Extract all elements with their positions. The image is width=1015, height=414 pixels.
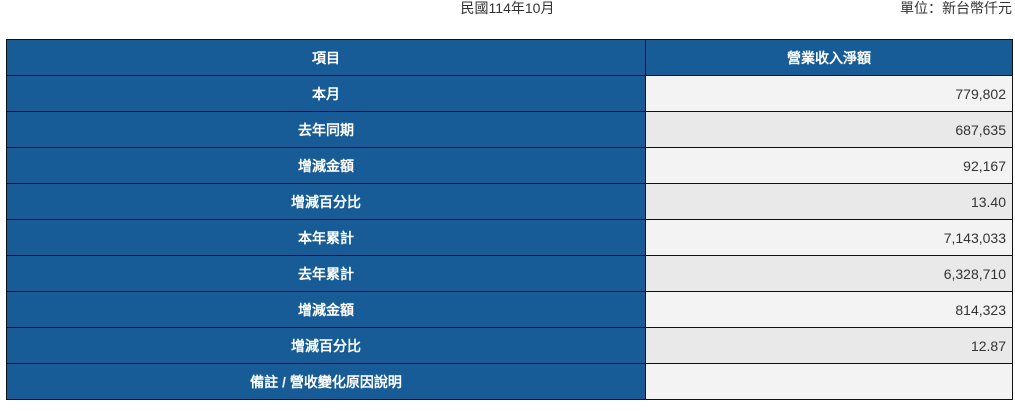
row-label: 增減金額 bbox=[6, 291, 646, 328]
table-row: 增減金額 92,167 bbox=[6, 147, 1013, 184]
table-row: 增減百分比 12.87 bbox=[6, 327, 1013, 364]
currency-unit: 單位：新台幣仟元 bbox=[900, 0, 1012, 16]
row-label: 增減百分比 bbox=[6, 183, 646, 220]
table-row: 去年累計 6,328,710 bbox=[6, 255, 1013, 292]
table-row: 本月 779,802 bbox=[6, 75, 1013, 112]
report-period: 民國114年10月 bbox=[460, 0, 555, 16]
table-header-row: 項目 營業收入淨額 bbox=[6, 39, 1013, 76]
column-header-net-revenue: 營業收入淨額 bbox=[645, 39, 1013, 76]
column-header-item: 項目 bbox=[6, 39, 646, 76]
row-label: 去年同期 bbox=[6, 111, 646, 148]
table-row: 增減金額 814,323 bbox=[6, 291, 1013, 328]
row-label: 增減金額 bbox=[6, 147, 646, 184]
row-label: 本年累計 bbox=[6, 219, 646, 256]
revenue-table: 項目 營業收入淨額 本月 779,802 去年同期 687,635 增減金額 92,167… bbox=[6, 39, 1013, 400]
row-value: 7,143,033 bbox=[645, 219, 1013, 256]
row-label: 增減百分比 bbox=[6, 327, 646, 364]
row-label: 備註 / 營收變化原因說明 bbox=[6, 363, 646, 400]
row-value: 13.40 bbox=[645, 183, 1013, 220]
table-row: 備註 / 營收變化原因說明 bbox=[6, 363, 1013, 400]
row-value: 779,802 bbox=[645, 75, 1013, 112]
row-value: 6,328,710 bbox=[645, 255, 1013, 292]
row-value: 814,323 bbox=[645, 291, 1013, 328]
row-label: 去年累計 bbox=[6, 255, 646, 292]
row-value: 92,167 bbox=[645, 147, 1013, 184]
row-value bbox=[645, 363, 1013, 400]
table-row: 增減百分比 13.40 bbox=[6, 183, 1013, 220]
table-row: 本年累計 7,143,033 bbox=[6, 219, 1013, 256]
table-row: 去年同期 687,635 bbox=[6, 111, 1013, 148]
row-label: 本月 bbox=[6, 75, 646, 112]
row-value: 687,635 bbox=[645, 111, 1013, 148]
row-value: 12.87 bbox=[645, 327, 1013, 364]
